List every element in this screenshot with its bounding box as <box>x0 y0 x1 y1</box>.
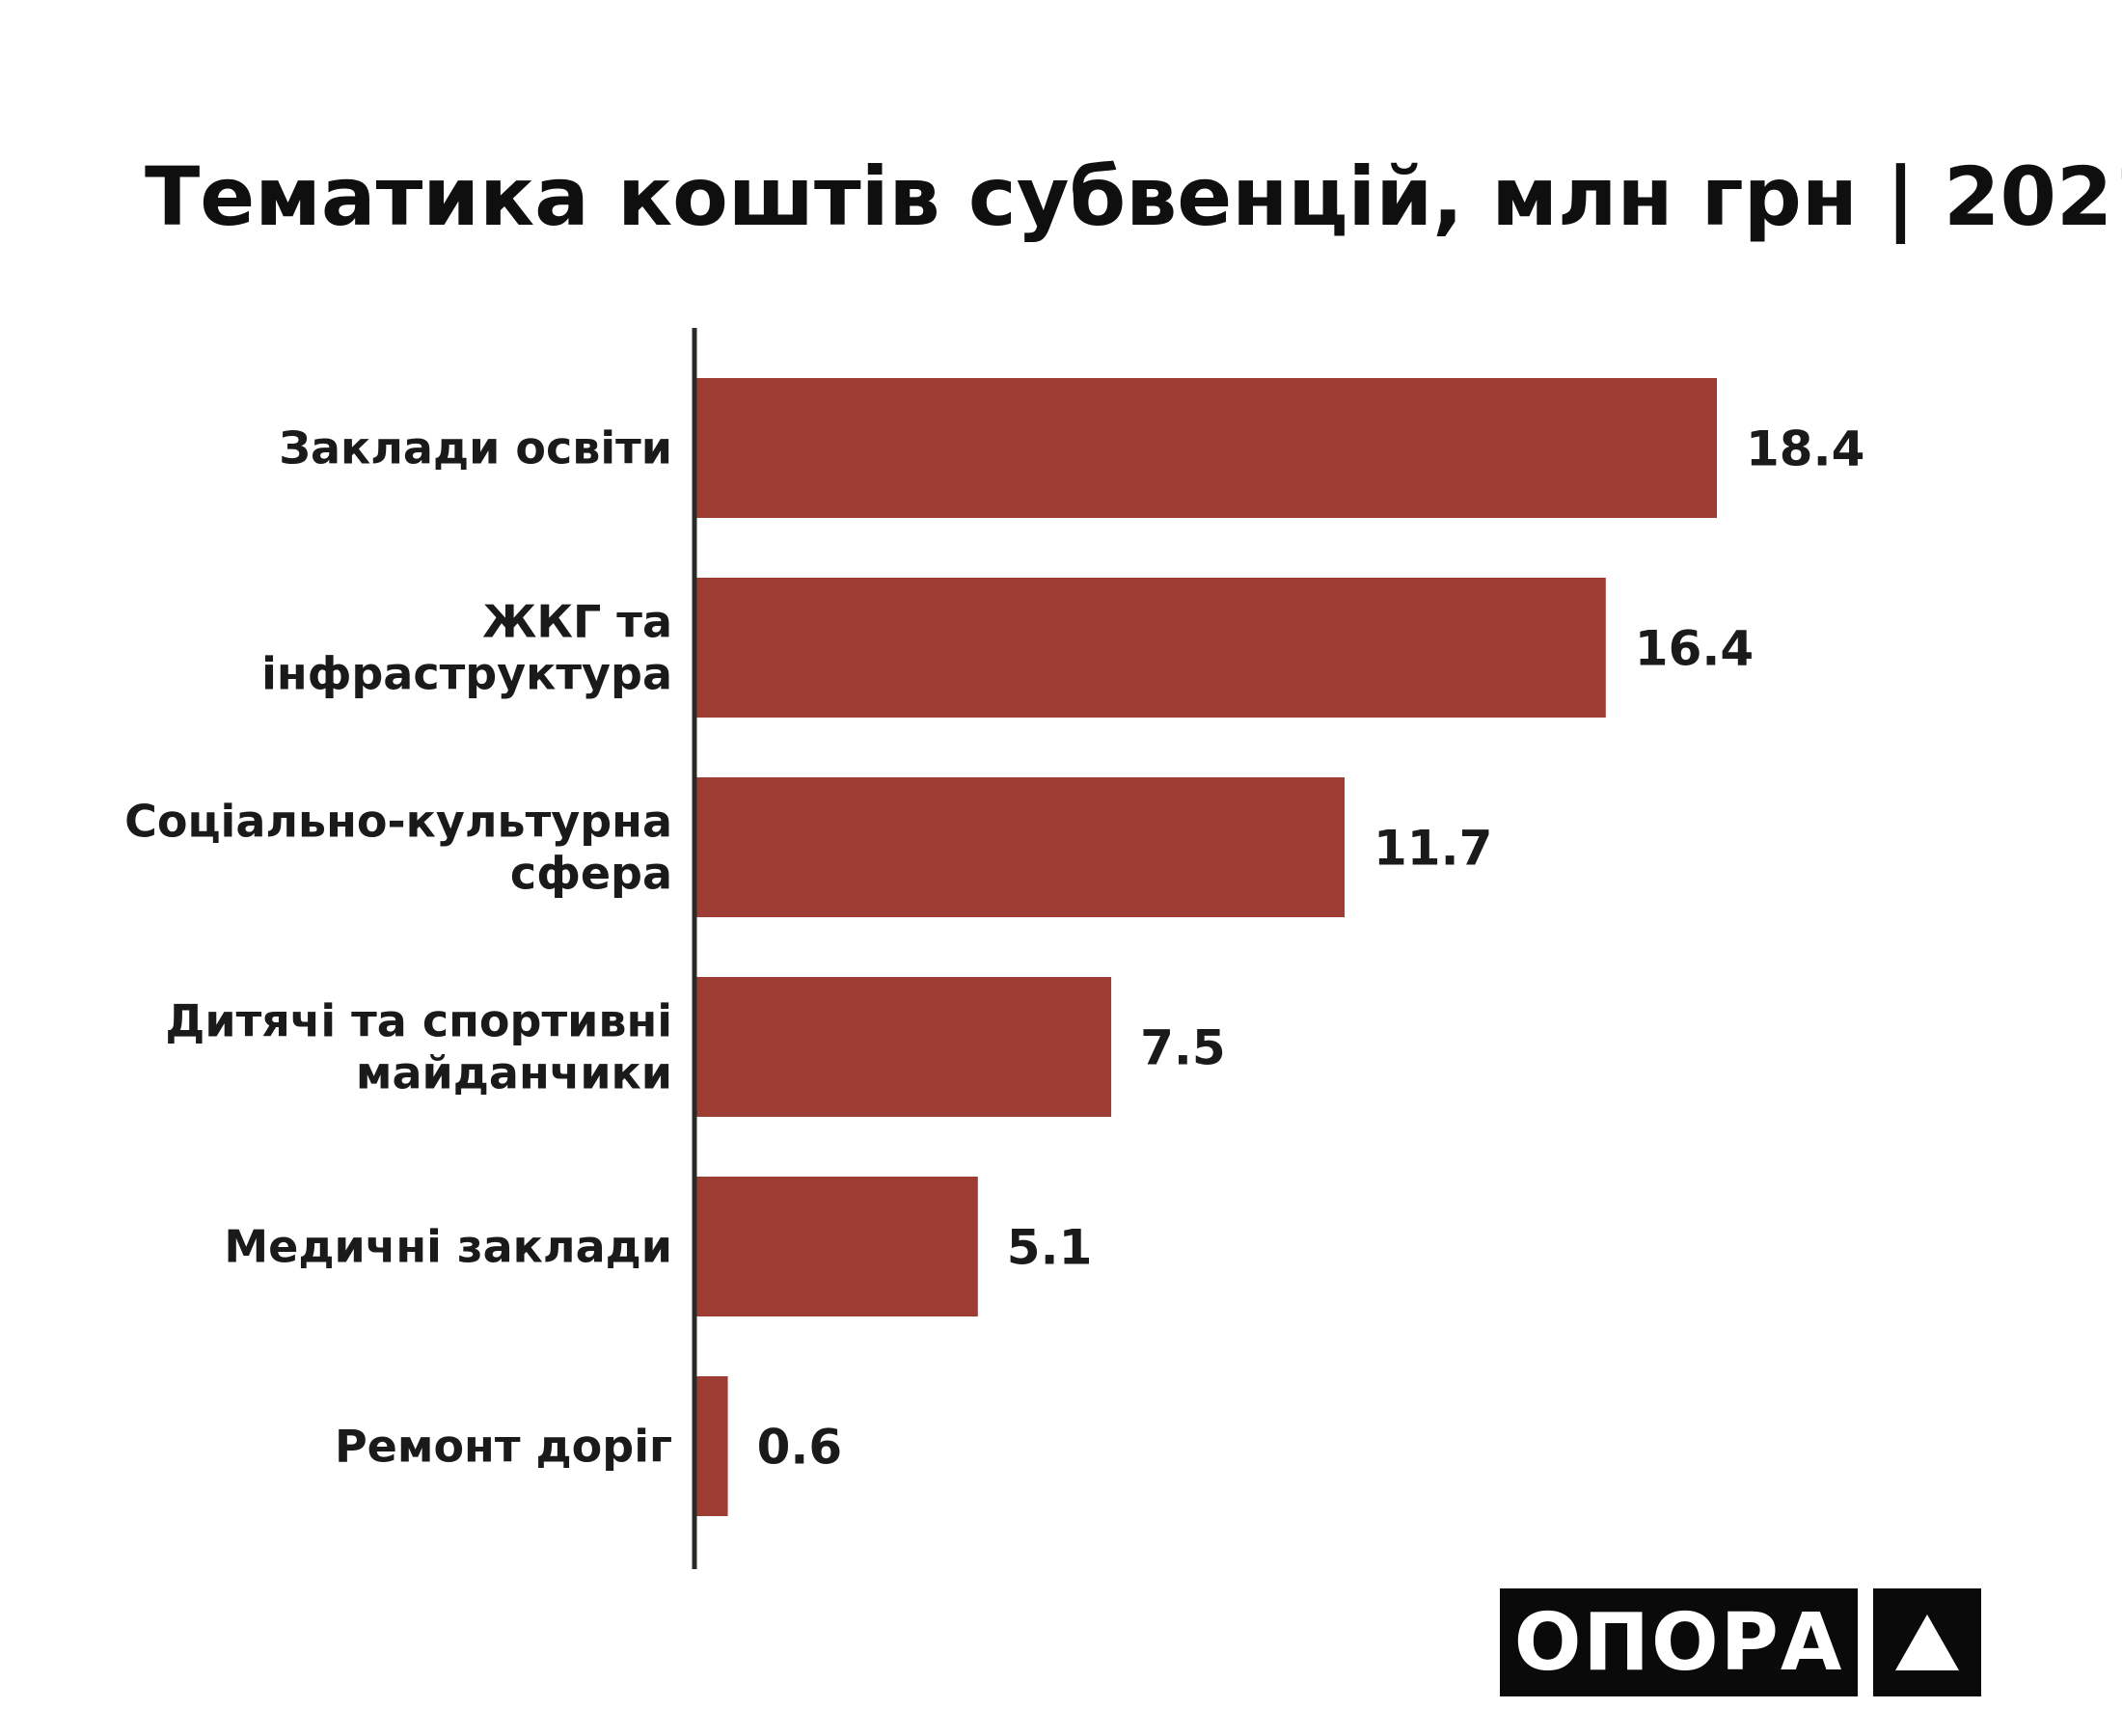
category-label-3: Дитячі та спортивні майданчики <box>165 995 672 1099</box>
category-label-5: Ремонт доріг <box>335 1421 672 1473</box>
value-label-2: 11.7 <box>1374 821 1492 877</box>
bar-5 <box>694 1376 728 1516</box>
category-label-4: Медичні заклади <box>224 1221 672 1273</box>
value-label-1: 16.4 <box>1635 621 1754 677</box>
value-label-4: 5.1 <box>1007 1220 1093 1276</box>
opora-logo: ОПОРА <box>1500 1588 1981 1696</box>
category-label-2: Соціально-культурна сфера <box>124 796 672 900</box>
bar-1 <box>694 578 1606 718</box>
bar-4 <box>694 1177 978 1316</box>
value-label-3: 7.5 <box>1140 1020 1226 1076</box>
value-label-5: 0.6 <box>757 1420 843 1476</box>
bar-2 <box>694 777 1346 917</box>
category-label-0: Заклади освіти <box>279 422 672 475</box>
value-label-0: 18.4 <box>1746 421 1864 477</box>
category-label-1: ЖКГ та інфраструктура <box>261 596 672 700</box>
logo-wordmark: ОПОРА <box>1500 1588 1858 1696</box>
chart-title: Тематика коштів субвенцій, млн грн | 202… <box>145 149 2122 244</box>
triangle-icon <box>1873 1588 1981 1696</box>
bar-3 <box>694 977 1112 1117</box>
bar-0 <box>694 378 1717 518</box>
